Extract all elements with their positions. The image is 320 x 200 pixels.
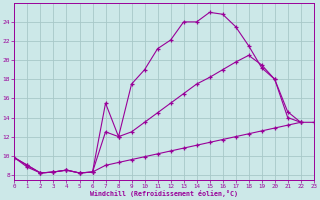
X-axis label: Windchill (Refroidissement éolien,°C): Windchill (Refroidissement éolien,°C) xyxy=(90,190,238,197)
